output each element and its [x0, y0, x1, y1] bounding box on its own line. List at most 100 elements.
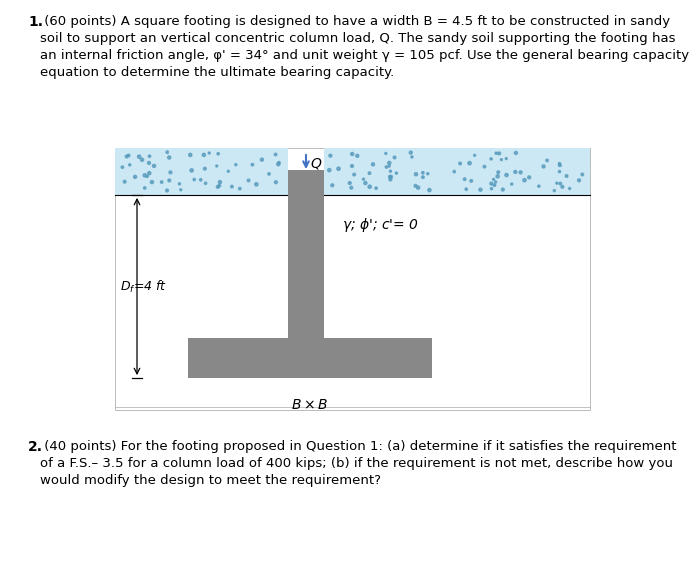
- Point: [542, 156, 553, 165]
- Point: [510, 167, 521, 176]
- Point: [506, 180, 517, 188]
- Point: [117, 163, 128, 172]
- Point: [422, 169, 433, 178]
- Point: [139, 183, 150, 192]
- Point: [384, 162, 395, 171]
- Point: [349, 170, 360, 179]
- Point: [144, 158, 155, 167]
- Point: [139, 171, 150, 180]
- Point: [561, 172, 572, 181]
- Point: [223, 167, 234, 176]
- Text: of a F.S.– 3.5 for a column load of 400 kips; (b) if the requirement is not met,: of a F.S.– 3.5 for a column load of 400 …: [40, 457, 673, 470]
- Point: [549, 186, 560, 195]
- Bar: [115, 148, 288, 195]
- Point: [486, 154, 497, 163]
- Point: [486, 184, 497, 193]
- Point: [141, 172, 153, 181]
- Point: [164, 168, 176, 177]
- Point: [130, 172, 141, 181]
- Point: [489, 181, 500, 190]
- Point: [407, 153, 418, 162]
- Text: 1.: 1.: [28, 15, 43, 29]
- Point: [469, 151, 480, 160]
- Point: [410, 170, 421, 179]
- Point: [234, 184, 246, 193]
- Point: [573, 176, 584, 185]
- Point: [417, 173, 428, 182]
- Point: [212, 182, 223, 191]
- Point: [274, 158, 285, 167]
- Text: $\gamma$; $\phi$'; $c$'= 0: $\gamma$; $\phi$'; $c$'= 0: [342, 216, 419, 234]
- Point: [175, 185, 186, 194]
- Bar: [288, 195, 324, 338]
- Point: [146, 178, 158, 187]
- Point: [204, 149, 215, 158]
- Point: [533, 182, 545, 191]
- Point: [497, 185, 508, 194]
- Text: 2.: 2.: [28, 440, 43, 454]
- Point: [136, 155, 148, 164]
- Point: [323, 165, 335, 174]
- Point: [185, 150, 196, 159]
- Point: [230, 160, 241, 169]
- Point: [405, 148, 416, 157]
- Point: [226, 182, 237, 191]
- Text: $D_f$=4 ft: $D_f$=4 ft: [120, 278, 167, 295]
- Bar: [288, 170, 324, 195]
- Point: [556, 182, 568, 191]
- Point: [174, 180, 185, 188]
- Point: [449, 167, 460, 176]
- Point: [577, 170, 588, 179]
- Point: [124, 160, 135, 169]
- Point: [351, 151, 363, 160]
- Point: [391, 169, 402, 178]
- Point: [464, 159, 475, 168]
- Point: [500, 154, 512, 163]
- Point: [162, 148, 173, 157]
- Point: [493, 168, 504, 177]
- Point: [384, 158, 395, 167]
- Point: [501, 171, 512, 180]
- Point: [380, 149, 391, 158]
- Point: [148, 162, 160, 171]
- Point: [144, 151, 155, 160]
- Point: [519, 176, 530, 185]
- Text: would modify the design to meet the requirement?: would modify the design to meet the requ…: [40, 474, 381, 487]
- Point: [494, 149, 505, 158]
- Point: [466, 176, 477, 185]
- Point: [270, 178, 281, 187]
- Point: [346, 162, 358, 171]
- Point: [144, 169, 155, 178]
- Point: [189, 175, 200, 184]
- Point: [214, 181, 225, 190]
- Point: [344, 178, 356, 187]
- Bar: [188, 338, 432, 378]
- Point: [214, 178, 225, 187]
- Point: [538, 162, 549, 171]
- Point: [164, 176, 175, 185]
- Bar: [115, 148, 590, 410]
- Point: [256, 155, 267, 164]
- Point: [554, 159, 565, 168]
- Text: (60 points) A square footing is designed to have a width B = 4.5 ft to be constr: (60 points) A square footing is designed…: [40, 15, 670, 28]
- Point: [213, 149, 224, 158]
- Point: [381, 163, 392, 172]
- Point: [164, 153, 175, 162]
- Point: [346, 150, 358, 159]
- Text: $B \times B$: $B \times B$: [291, 398, 328, 412]
- Point: [273, 160, 284, 169]
- Point: [325, 151, 336, 160]
- Point: [510, 149, 522, 158]
- Point: [454, 159, 466, 168]
- Point: [358, 174, 369, 183]
- Point: [200, 179, 211, 188]
- Point: [368, 160, 379, 169]
- Point: [243, 176, 254, 185]
- Point: [333, 164, 344, 173]
- Point: [360, 178, 371, 187]
- Point: [156, 178, 167, 187]
- Point: [370, 183, 382, 192]
- Point: [385, 167, 396, 176]
- Point: [488, 175, 499, 184]
- Point: [186, 166, 197, 175]
